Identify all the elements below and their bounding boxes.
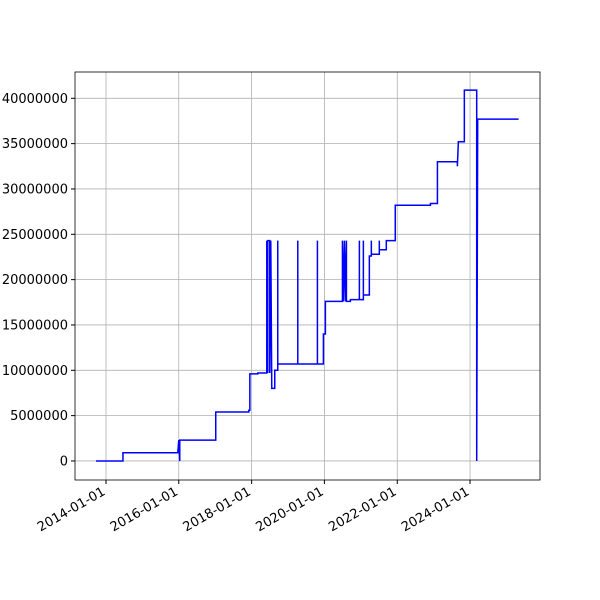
y-tick-label: 0	[60, 454, 68, 469]
y-tick-label: 10000000	[2, 364, 68, 379]
x-tick-label: 2024-01-01	[399, 484, 472, 535]
y-tick-label: 15000000	[2, 318, 68, 333]
x-tick-label: 2022-01-01	[326, 484, 399, 535]
plot-frame	[74, 71, 541, 481]
x-tick-label: 2016-01-01	[108, 484, 181, 535]
x-tick-label: 2018-01-01	[181, 484, 254, 535]
y-tick-label: 40000000	[2, 92, 68, 107]
y-tick-label: 5000000	[10, 409, 68, 424]
y-tick-label: 20000000	[2, 273, 68, 288]
x-tick-label: 2014-01-01	[35, 484, 108, 535]
x-tick-label: 2020-01-01	[253, 484, 326, 535]
y-tick-label: 35000000	[2, 137, 68, 152]
line	[96, 89, 519, 462]
y-tick-label: 25000000	[2, 228, 68, 243]
y-tick-label: 30000000	[2, 182, 68, 197]
